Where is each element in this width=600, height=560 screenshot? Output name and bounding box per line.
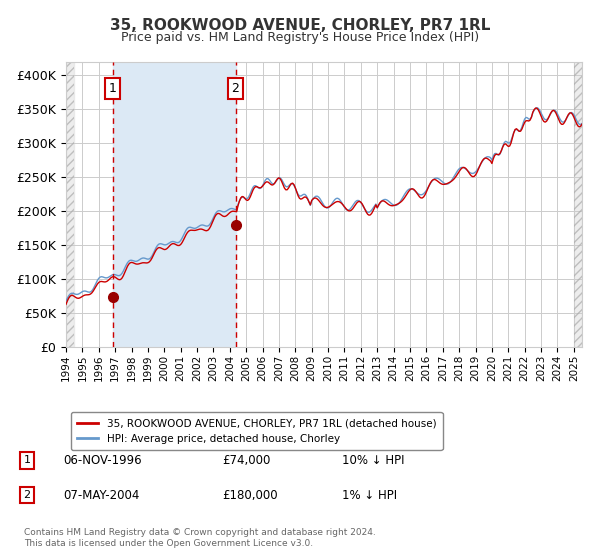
Text: £180,000: £180,000 [222,488,278,502]
Text: 1: 1 [109,82,116,95]
Text: 2: 2 [23,490,31,500]
Text: 06-NOV-1996: 06-NOV-1996 [63,454,142,467]
Text: 1: 1 [23,455,31,465]
Text: 07-MAY-2004: 07-MAY-2004 [63,488,139,502]
Text: 1% ↓ HPI: 1% ↓ HPI [342,488,397,502]
Text: £74,000: £74,000 [222,454,271,467]
Bar [574,62,582,347]
Text: 10% ↓ HPI: 10% ↓ HPI [342,454,404,467]
Text: Contains HM Land Registry data © Crown copyright and database right 2024.
This d: Contains HM Land Registry data © Crown c… [24,528,376,548]
Legend: 35, ROOKWOOD AVENUE, CHORLEY, PR7 1RL (detached house), HPI: Average price, deta: 35, ROOKWOOD AVENUE, CHORLEY, PR7 1RL (d… [71,412,443,450]
Bar [113,62,236,347]
Text: 35, ROOKWOOD AVENUE, CHORLEY, PR7 1RL: 35, ROOKWOOD AVENUE, CHORLEY, PR7 1RL [110,18,490,34]
Text: Price paid vs. HM Land Registry's House Price Index (HPI): Price paid vs. HM Land Registry's House … [121,31,479,44]
Text: 2: 2 [232,82,239,95]
Bar [574,62,582,347]
Bar [66,62,74,347]
Bar [66,62,74,347]
